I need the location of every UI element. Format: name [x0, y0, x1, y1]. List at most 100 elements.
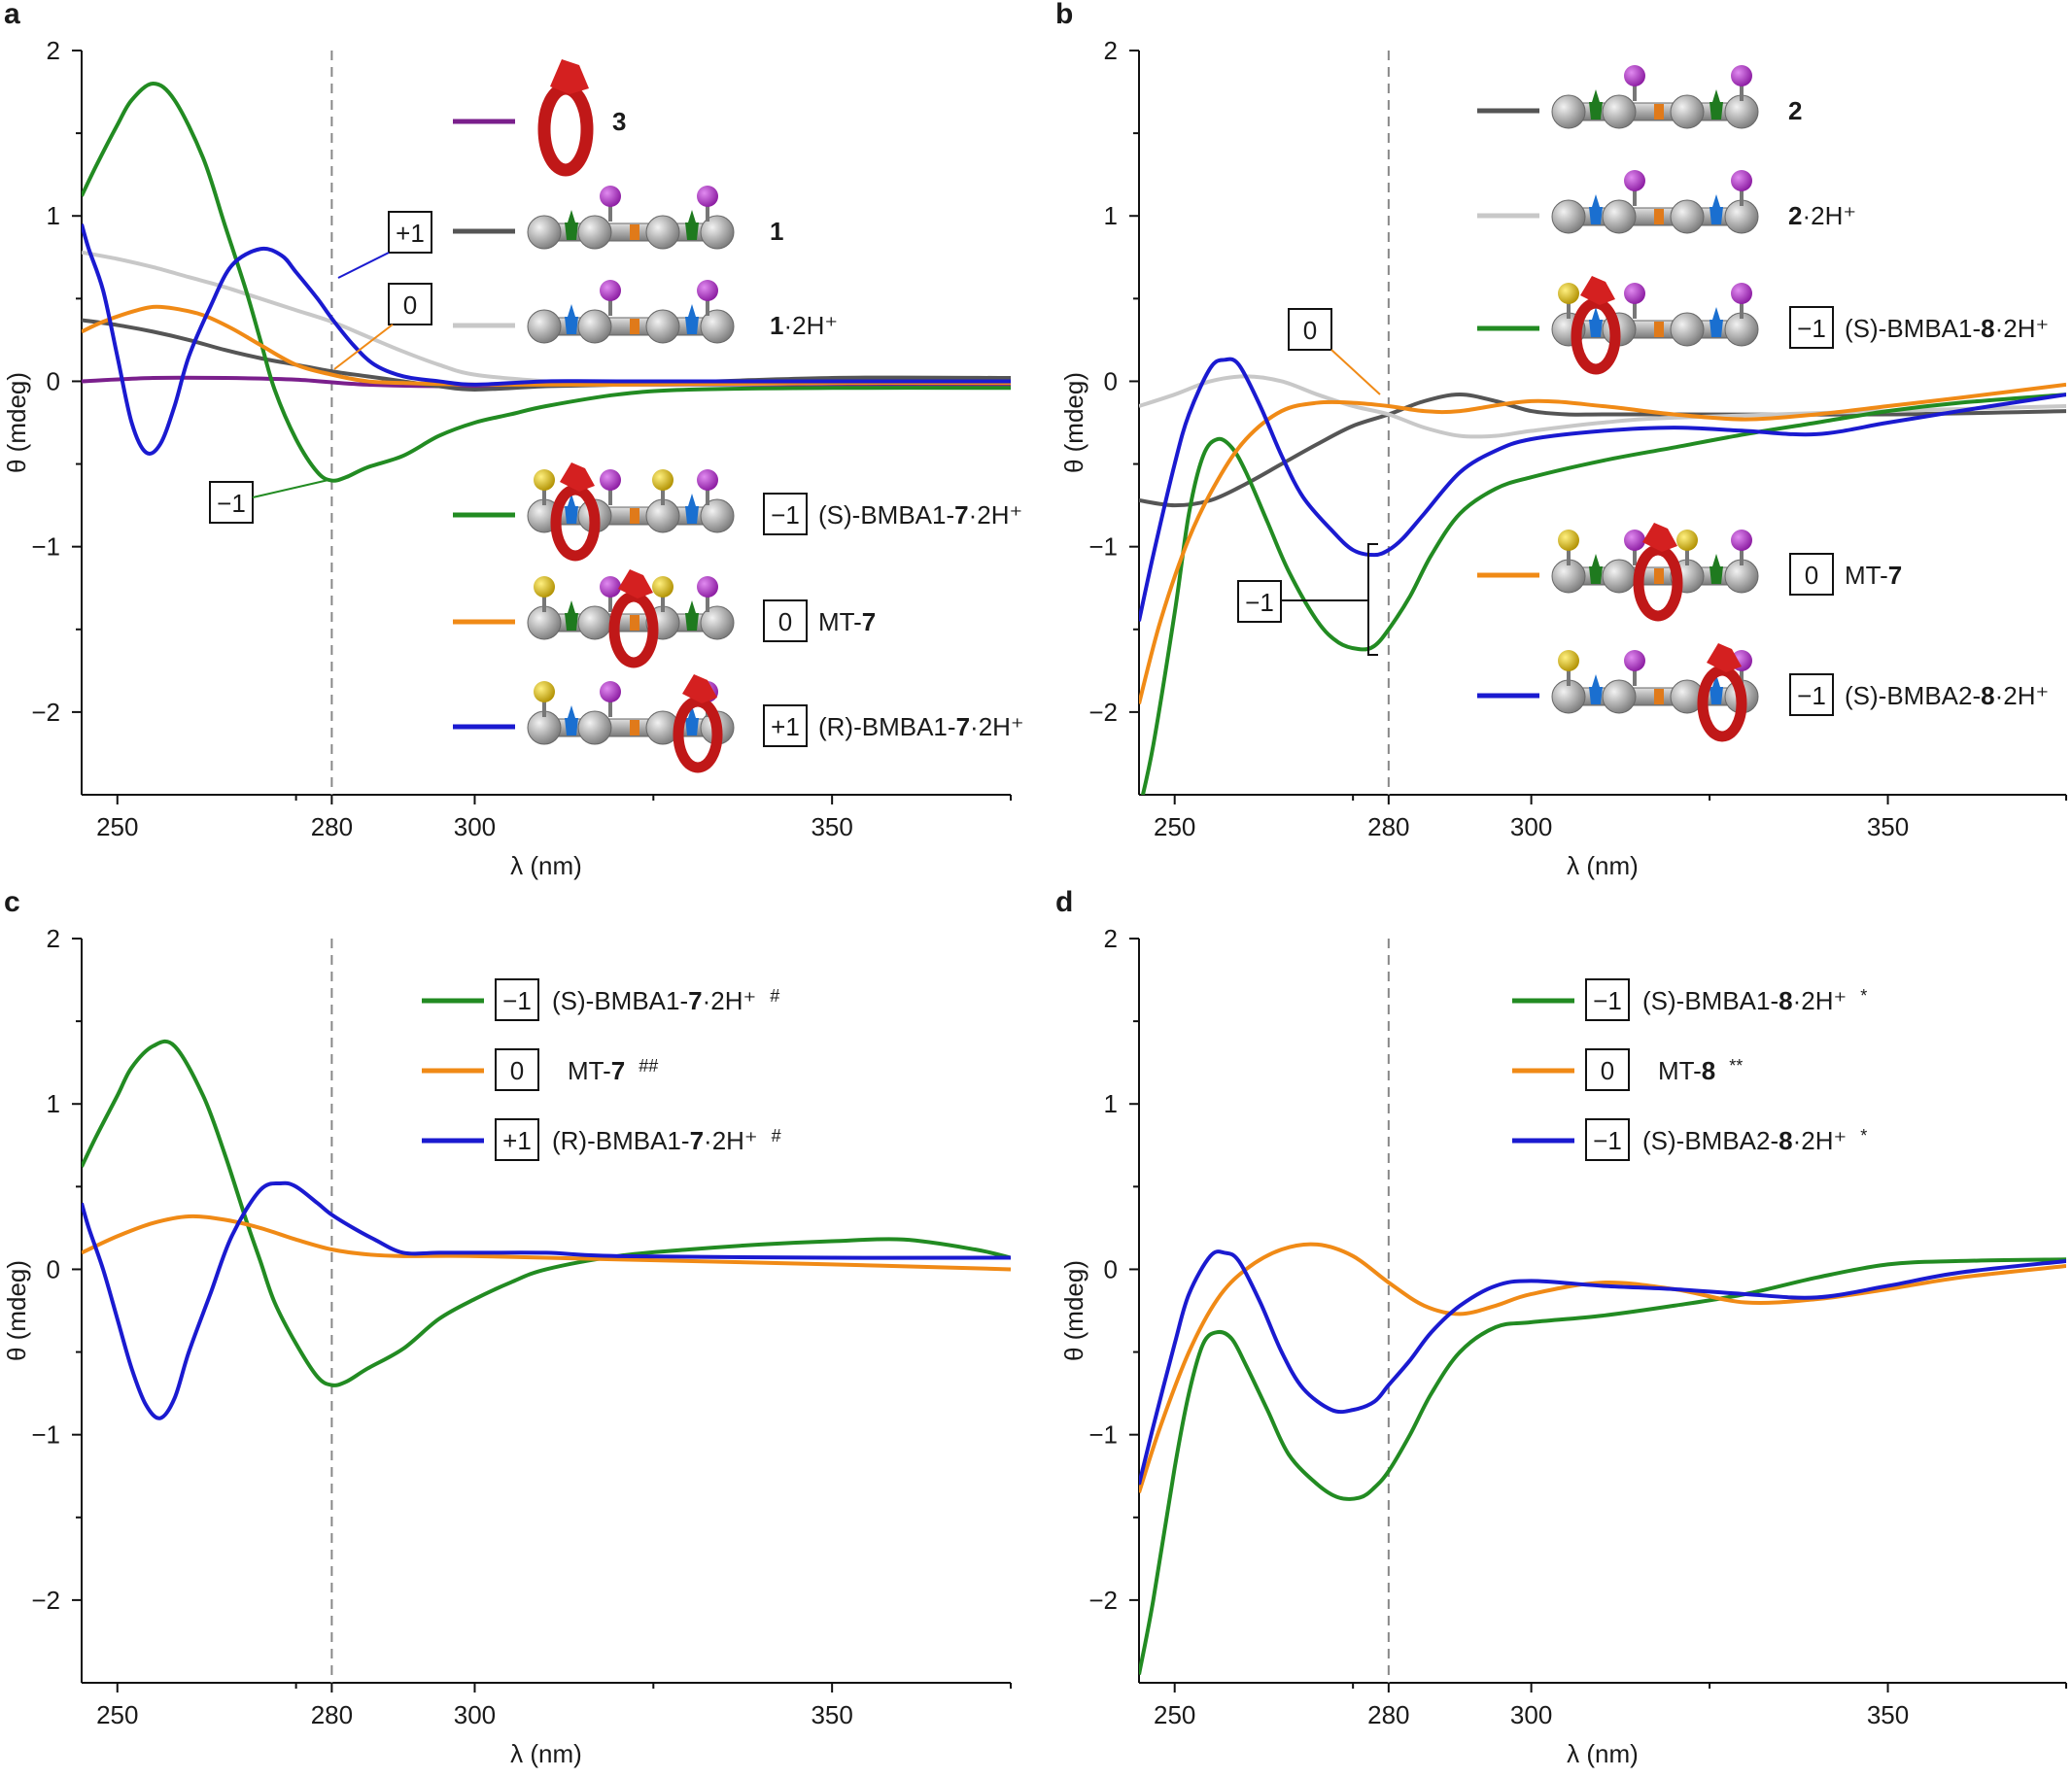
x-tick-label: 350: [811, 1700, 852, 1729]
x-tick-label: 350: [1867, 1700, 1909, 1729]
series-line-3-1: [1139, 1242, 2066, 1493]
bead-icon: [1670, 312, 1705, 347]
series-line-1-0: [1139, 393, 2066, 508]
legend-label-bold: 2: [1788, 201, 1802, 230]
legend-label: (S)-BMBA2-8·2H⁺: [1845, 681, 2049, 710]
legend-label: MT-7: [818, 607, 876, 636]
panel-d: d 2 1 0 −1 −2 250 280 300 350 λ (nm) θ (mdeg) −1 (S)-…: [1055, 886, 2067, 1768]
legend-box: +1: [771, 712, 800, 741]
station-icon: [565, 506, 578, 524]
legend-label-prefix: (S)-BMBA1-: [1845, 314, 1981, 343]
series-line-2-2: [82, 1180, 1011, 1420]
station-tip-icon: [1592, 89, 1600, 102]
y-tick-label: −2: [1088, 698, 1118, 727]
station-icon: [685, 613, 699, 631]
x-tick-label: 300: [454, 1700, 496, 1729]
shuttle-molecule-icon: [1551, 643, 1759, 742]
legend-label-suffix: ·2H⁺: [1793, 986, 1848, 1015]
gold-stopper-icon: [534, 681, 555, 702]
callout-minus-one-frame: [1237, 580, 1282, 623]
callout-plus-one-frame: [388, 211, 432, 254]
legend-label-suffix: ·2H⁺: [1995, 681, 2050, 710]
x-tick-label: 300: [1510, 1700, 1552, 1729]
legend-label-suffix: ·2H⁺: [703, 986, 757, 1015]
purple-stopper-icon: [697, 280, 718, 301]
bead-icon: [577, 605, 612, 640]
y-axis-label: θ (mdeg): [1059, 372, 1088, 473]
x-tick-label: 300: [454, 812, 496, 841]
y-axis-label: θ (mdeg): [1059, 1260, 1088, 1361]
purple-stopper-icon: [1624, 170, 1645, 191]
legend-label: (S)-BMBA1-8·2H⁺ *: [1642, 986, 1867, 1015]
center-unit-icon: [630, 615, 639, 631]
station-icon: [1589, 320, 1603, 337]
shuttle-molecule-icon: [1551, 170, 1759, 234]
legend-label-suffix: ·2H⁺: [1802, 201, 1856, 230]
x-tick-label: 280: [1367, 812, 1409, 841]
station-icon: [685, 506, 699, 524]
station-tip-icon: [1712, 307, 1720, 320]
bead-icon: [577, 309, 612, 344]
macrocycle-ring-icon: [537, 82, 594, 177]
bead-icon: [1602, 199, 1637, 234]
legend-box-frame: [1789, 673, 1834, 716]
station-tip-icon: [568, 600, 575, 613]
legend-label-suffix: ·2H⁺: [1793, 1126, 1848, 1155]
callout-arrow: [337, 252, 390, 279]
purple-stopper-icon: [1624, 650, 1645, 671]
legend-label-bold: 7: [611, 1056, 625, 1085]
legend-label-suffix: ·2H⁺: [969, 500, 1023, 530]
purple-stopper-icon: [1624, 283, 1645, 304]
y-tick-label: −1: [31, 532, 60, 562]
legend-label-bold: 7: [954, 500, 968, 530]
callout-plus-one: +1: [396, 219, 425, 248]
series-line-3-2: [1139, 1249, 2066, 1486]
callout-arrow: [1330, 349, 1381, 395]
bead-icon: [1602, 94, 1637, 129]
legend-box: −1: [1593, 1126, 1622, 1155]
x-tick-label: 280: [311, 812, 353, 841]
purple-stopper-icon: [697, 186, 718, 207]
legend-label-prefix: MT-: [568, 1056, 611, 1085]
center-unit-icon: [630, 720, 639, 735]
legend-label-prefix: (S)-BMBA1-: [552, 986, 688, 1015]
callout-zero: 0: [403, 291, 417, 320]
station-icon: [1709, 320, 1723, 337]
center-unit-icon: [1654, 322, 1664, 337]
x-tick-label: 300: [1510, 812, 1552, 841]
station-icon: [685, 317, 699, 334]
bead-icon: [527, 215, 562, 250]
y-tick-label: 0: [1104, 1254, 1118, 1283]
legend-label-prefix: (S)-BMBA2-: [1642, 1126, 1778, 1155]
bead-icon: [1670, 94, 1705, 129]
panel-letter: b: [1055, 0, 1073, 30]
shuttle-molecule-icon: [1551, 276, 1759, 375]
legend-label-bold: 1: [770, 311, 783, 340]
station-icon: [1709, 687, 1723, 704]
station-icon: [685, 222, 699, 240]
legend-label-prefix: (S)-BMBA1-: [818, 500, 954, 530]
bead-icon: [1602, 559, 1637, 594]
legend-box-frame: [1585, 1118, 1630, 1161]
y-tick-label: 1: [47, 201, 60, 230]
gold-stopper-icon: [1558, 530, 1579, 551]
y-tick-label: −2: [31, 1586, 60, 1615]
station-icon: [1709, 102, 1723, 120]
y-tick-label: 0: [1104, 366, 1118, 395]
legend-label: 2·2H⁺: [1788, 201, 1856, 230]
purple-stopper-icon: [600, 681, 621, 702]
shuttle-molecule-icon: [527, 569, 735, 668]
x-tick-label: 280: [1367, 1700, 1409, 1729]
legend-box-frame: [763, 599, 808, 642]
legend-mark: ##: [639, 1056, 658, 1076]
x-axis-label: λ (nm): [1567, 1739, 1639, 1768]
legend-label-bold: 8: [1981, 681, 1994, 710]
legend-label: (S)-BMBA2-8·2H⁺ *: [1642, 1126, 1867, 1155]
station-tip-icon: [1592, 307, 1600, 320]
shuttle-molecule-icon: [1551, 523, 1759, 622]
legend-box-frame: [1789, 306, 1834, 349]
callout-arrow: [252, 479, 329, 498]
purple-stopper-icon: [1731, 170, 1752, 191]
legend-label: MT-7 ##: [568, 1056, 658, 1085]
